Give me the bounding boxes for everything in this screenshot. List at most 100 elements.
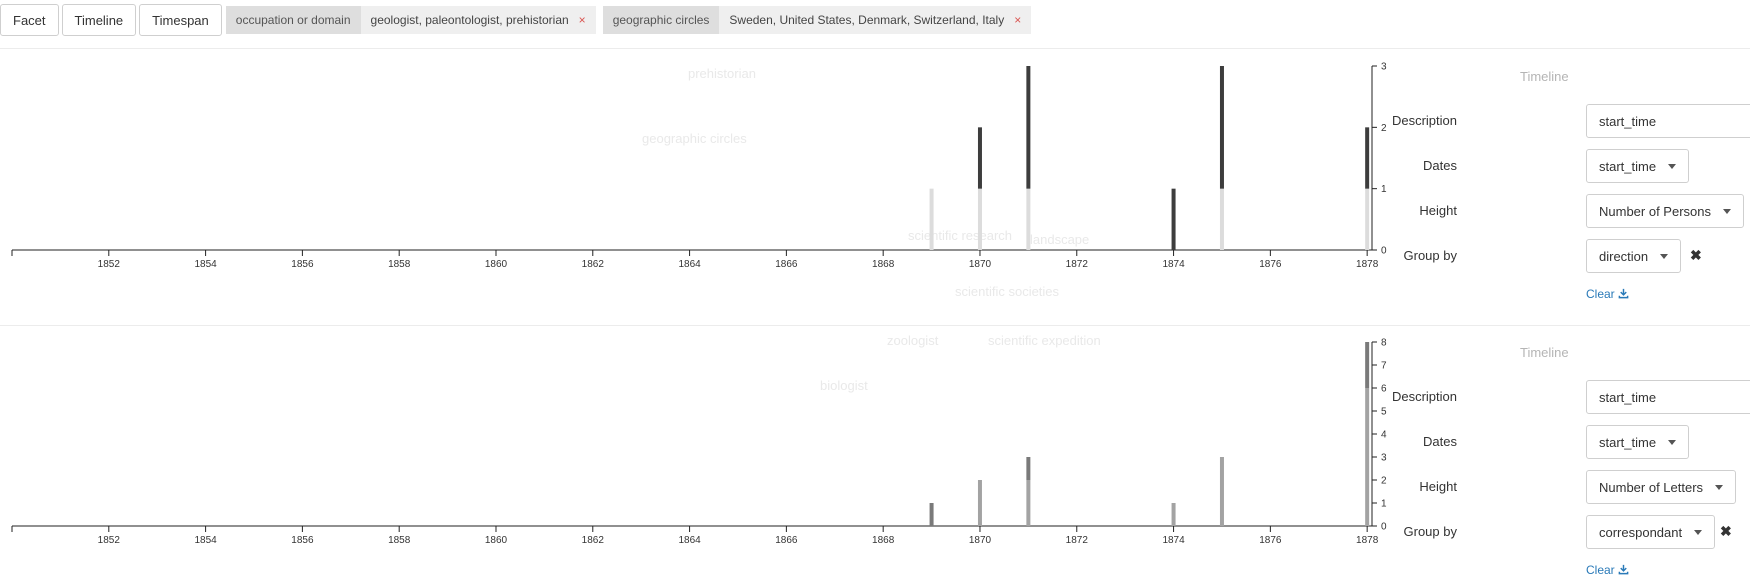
remove-group-icon[interactable]: ✖ — [1720, 523, 1732, 539]
y-tick-label: 1 — [1381, 184, 1387, 195]
ghost-label: prehistorian — [688, 66, 756, 81]
y-tick-label: 3 — [1381, 62, 1387, 73]
height-label: Height — [1419, 479, 1457, 494]
height-select[interactable]: Number of Letters — [1586, 470, 1737, 504]
group-by-value: direction — [1599, 248, 1649, 264]
caret-down-icon — [1723, 208, 1731, 214]
filter-value-text: geologist, paleontologist, prehistorian — [370, 13, 569, 27]
divider — [0, 325, 1750, 326]
clear-button[interactable]: Clear — [1586, 287, 1629, 301]
bar — [1219, 188, 1224, 250]
x-tick-label: 1854 — [194, 535, 217, 546]
group-by-label: Group by — [1403, 248, 1457, 263]
x-tick-label: 1862 — [582, 535, 605, 546]
description-label: Description — [1391, 389, 1457, 404]
height-value: Number of Letters — [1599, 479, 1704, 495]
height-value: Number of Persons — [1599, 203, 1711, 219]
x-tick-label: 1876 — [1259, 259, 1282, 270]
filter-chip-occupation: occupation or domain geologist, paleonto… — [225, 6, 596, 34]
x-tick-label: 1852 — [98, 535, 121, 546]
x-tick-label: 1862 — [582, 259, 605, 270]
ghost-label: landscape — [1030, 232, 1090, 247]
dates-label: Dates — [1423, 434, 1457, 449]
caret-down-icon — [1694, 529, 1703, 535]
description-value: start_time — [1599, 113, 1657, 129]
timespan-button[interactable]: Timespan — [139, 4, 222, 36]
ghost-label: scientific expedition — [988, 333, 1101, 348]
filter-key: occupation or domain — [225, 6, 361, 34]
group-by-select[interactable]: direction — [1586, 239, 1682, 273]
group-by-select[interactable]: correspondant — [1586, 515, 1716, 549]
timeline-button[interactable]: Timeline — [61, 4, 137, 36]
bar — [929, 503, 934, 526]
x-tick-label: 1864 — [678, 535, 701, 546]
height-select[interactable]: Number of Persons — [1586, 194, 1744, 228]
y-tick-label: 8 — [1381, 338, 1387, 349]
x-tick-label: 1856 — [291, 535, 314, 546]
bar — [1171, 188, 1176, 250]
y-tick-label: 6 — [1381, 384, 1387, 395]
x-tick-label: 1868 — [872, 259, 895, 270]
description-input[interactable]: start_time — [1586, 104, 1750, 138]
caret-down-icon — [1668, 163, 1677, 169]
bar — [977, 480, 982, 526]
caret-down-icon — [1715, 484, 1724, 490]
group-by-value: correspondant — [1599, 524, 1683, 540]
remove-group-icon[interactable]: ✖ — [1690, 247, 1702, 263]
y-tick-label: 2 — [1381, 123, 1387, 134]
download-icon — [1618, 288, 1629, 299]
bar — [1219, 66, 1224, 189]
x-tick-label: 1872 — [1066, 259, 1089, 270]
y-tick-label: 3 — [1381, 453, 1387, 464]
height-label: Height — [1419, 203, 1457, 218]
dates-value: start_time — [1599, 434, 1657, 450]
ghost-label: geographic circles — [642, 131, 747, 146]
filter-toolbar: Facet Timeline Timespan occupation or do… — [0, 4, 1037, 36]
bar — [1365, 342, 1370, 388]
clear-button[interactable]: Clear — [1586, 563, 1629, 577]
x-tick-label: 1852 — [98, 259, 121, 270]
y-tick-label: 4 — [1381, 430, 1387, 441]
x-tick-label: 1870 — [969, 535, 992, 546]
x-tick-label: 1878 — [1356, 259, 1379, 270]
y-tick-label: 2 — [1381, 476, 1387, 487]
facet-button[interactable]: Facet — [0, 4, 59, 36]
x-tick-label: 1866 — [775, 259, 798, 270]
x-tick-label: 1860 — [485, 535, 508, 546]
y-tick-label: 7 — [1381, 361, 1387, 372]
x-tick-label: 1858 — [388, 259, 411, 270]
remove-filter-icon[interactable]: × — [1014, 13, 1022, 27]
panel-title: Timeline — [1520, 69, 1569, 84]
ghost-label: biologist — [820, 378, 868, 393]
bar — [1026, 480, 1031, 526]
description-input[interactable]: start_time — [1586, 380, 1750, 414]
filter-key: geographic circles — [602, 6, 720, 34]
x-tick-label: 1870 — [969, 259, 992, 270]
bar — [1026, 66, 1031, 189]
filter-chip-geographic: geographic circles Sweden, United States… — [602, 6, 1032, 34]
group-by-label: Group by — [1403, 524, 1457, 539]
bar — [1365, 188, 1370, 250]
bar — [1026, 457, 1031, 480]
dates-select[interactable]: start_time — [1586, 425, 1690, 459]
y-tick-label: 5 — [1381, 407, 1387, 418]
x-tick-label: 1858 — [388, 535, 411, 546]
panel-title: Timeline — [1520, 345, 1569, 360]
description-value: start_time — [1599, 389, 1657, 405]
y-tick-label: 0 — [1381, 246, 1387, 257]
bar — [1171, 503, 1176, 526]
download-icon — [1618, 564, 1629, 575]
x-tick-label: 1868 — [872, 535, 895, 546]
bar — [1219, 457, 1224, 526]
caret-down-icon — [1660, 253, 1669, 259]
ghost-label: scientific societies — [955, 284, 1060, 299]
bar — [1026, 188, 1031, 250]
x-tick-label: 1866 — [775, 535, 798, 546]
remove-filter-icon[interactable]: × — [578, 13, 586, 27]
bar — [1365, 127, 1370, 189]
bar — [929, 188, 934, 250]
dates-select[interactable]: start_time — [1586, 149, 1690, 183]
x-tick-label: 1856 — [291, 259, 314, 270]
caret-down-icon — [1668, 439, 1677, 445]
ghost-label: zoologist — [887, 333, 939, 348]
